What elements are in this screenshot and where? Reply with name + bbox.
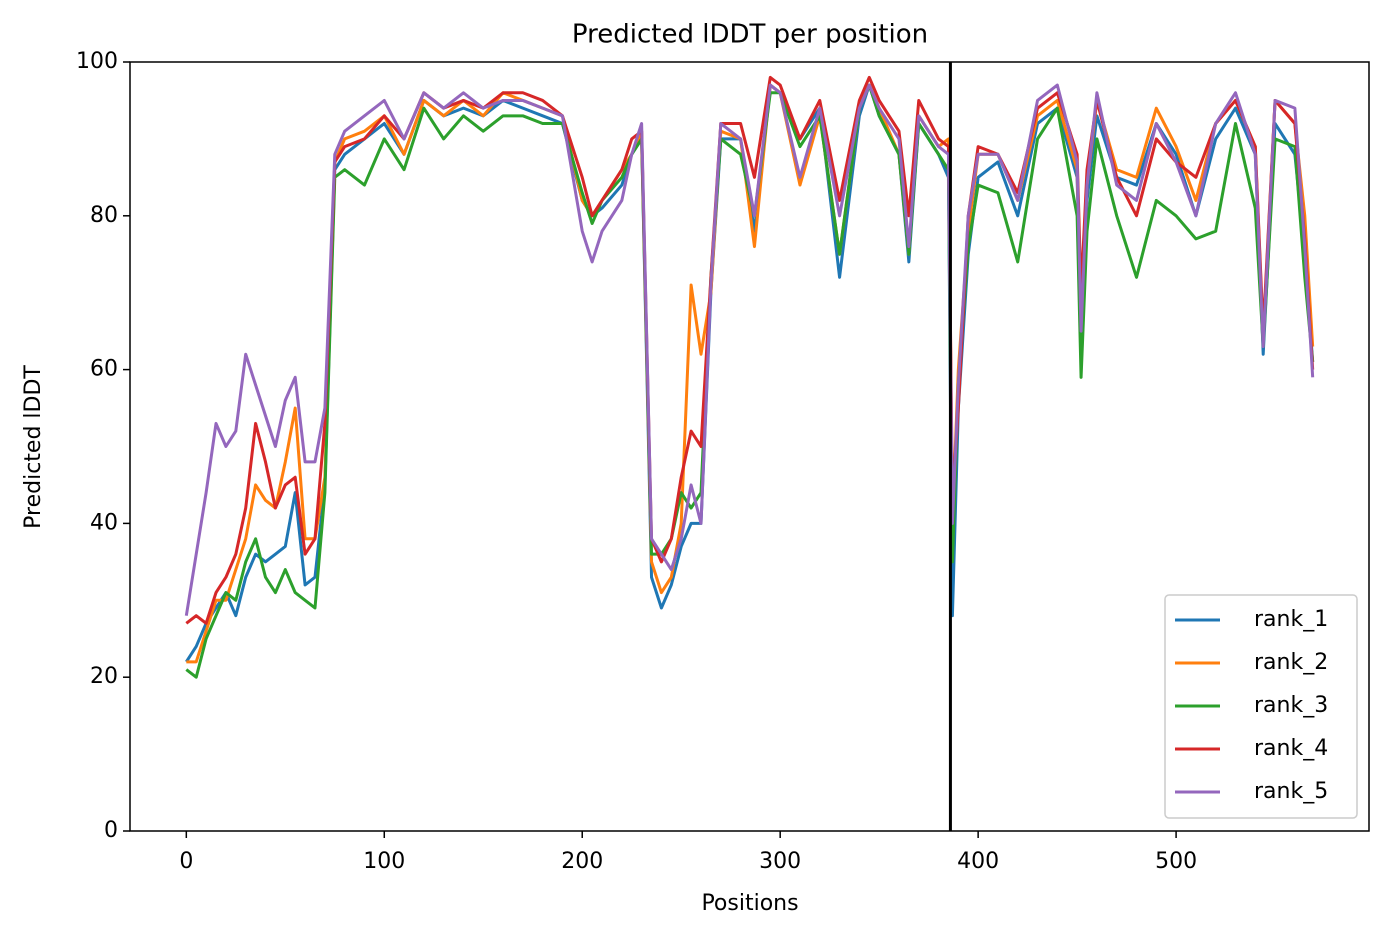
legend-box xyxy=(1164,594,1358,819)
x-tick-label: 400 xyxy=(957,849,999,874)
legend-label: rank_1 xyxy=(1254,607,1328,632)
legend-label: rank_2 xyxy=(1254,650,1328,675)
chart-title: Predicted lDDT per position xyxy=(572,20,928,50)
y-tick-label: 0 xyxy=(104,818,118,843)
x-tick-label: 500 xyxy=(1155,849,1197,874)
legend-label: rank_3 xyxy=(1254,693,1328,718)
plot-frame xyxy=(129,61,1370,832)
x-tick-label: 0 xyxy=(179,849,193,874)
y-tick-label: 100 xyxy=(76,49,118,74)
y-tick-label: 40 xyxy=(90,510,118,535)
legend-label: rank_4 xyxy=(1254,736,1328,761)
x-axis-label: Positions xyxy=(701,891,798,916)
x-tick-label: 300 xyxy=(759,849,801,874)
y-tick-label: 20 xyxy=(90,664,118,689)
legend-label: rank_5 xyxy=(1254,779,1328,804)
x-tick-label: 200 xyxy=(561,849,603,874)
y-tick-label: 60 xyxy=(90,357,118,382)
x-tick-label: 100 xyxy=(363,849,405,874)
y-axis-label: Predicted lDDT xyxy=(21,365,46,529)
line-series xyxy=(184,83,1315,616)
y-tick-label: 80 xyxy=(90,203,118,228)
